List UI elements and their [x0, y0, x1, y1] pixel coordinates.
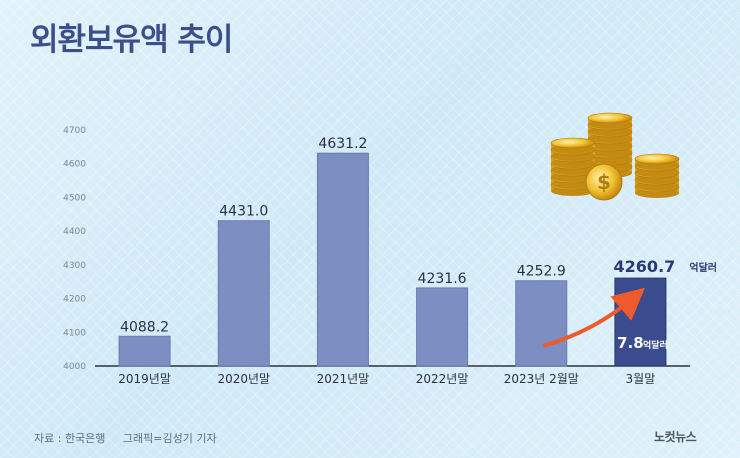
- source-note: 자료 : 한국은행: [34, 432, 106, 445]
- coin-top: [550, 137, 596, 149]
- y-tick-label: 4300: [63, 261, 86, 271]
- coin-top: [587, 112, 633, 124]
- value-label: 4231.6: [418, 271, 467, 287]
- y-tick-label: 4600: [63, 160, 86, 170]
- value-label: 4431.0: [219, 204, 268, 220]
- chart-title: 외환보유액 추이: [30, 22, 233, 58]
- category-label: 3월말: [626, 372, 656, 386]
- value-label: 4252.9: [517, 264, 566, 280]
- increase-arrow: [542, 287, 646, 348]
- bar: [515, 280, 568, 367]
- value-label: 4631.2: [318, 136, 367, 152]
- y-tick-label: 4700: [63, 126, 86, 136]
- dollar-coin: [585, 163, 623, 201]
- bar: [217, 220, 270, 367]
- increase-annotation: 7.8 억달러: [542, 287, 668, 352]
- annotation-value: 7.8: [617, 334, 644, 352]
- y-tick-label: 4500: [63, 193, 86, 203]
- category-label: 2021년말: [317, 372, 370, 386]
- bar: [316, 152, 369, 367]
- y-axis: 4000 4100 4200 4300 4400 4500 4600 4700: [63, 126, 690, 372]
- annotation-unit: 억달러: [643, 339, 668, 351]
- brand-logo: 노컷뉴스: [654, 430, 697, 444]
- coin-stack-illustration: $: [550, 112, 680, 201]
- value-label: 4088.2: [120, 319, 169, 335]
- value-label: 4260.7: [614, 257, 676, 276]
- bars: 4088.2 2019년말 4431.0 2020년말 4631.2 2021년말 4231…: [118, 136, 717, 386]
- y-tick-label: 4400: [63, 227, 86, 237]
- category-label: 2020년말: [217, 372, 270, 386]
- coin-top: [634, 153, 680, 165]
- bar: [416, 287, 469, 367]
- category-label: 2022년말: [416, 372, 469, 386]
- graphic-credit: 그래픽=김성기 기자: [122, 432, 217, 445]
- bar: [118, 335, 171, 367]
- footer: 자료 : 한국은행 그래픽=김성기 기자: [34, 430, 231, 446]
- value-unit-label: 억달러: [689, 261, 717, 274]
- category-label: 2019년말: [118, 372, 171, 386]
- y-tick-label: 4000: [63, 362, 86, 372]
- bar: [614, 277, 667, 367]
- y-tick-label: 4100: [63, 328, 86, 338]
- y-tick-label: 4200: [63, 295, 86, 305]
- dollar-sign-icon: $: [597, 170, 611, 194]
- category-label: 2023년 2월말: [504, 372, 579, 386]
